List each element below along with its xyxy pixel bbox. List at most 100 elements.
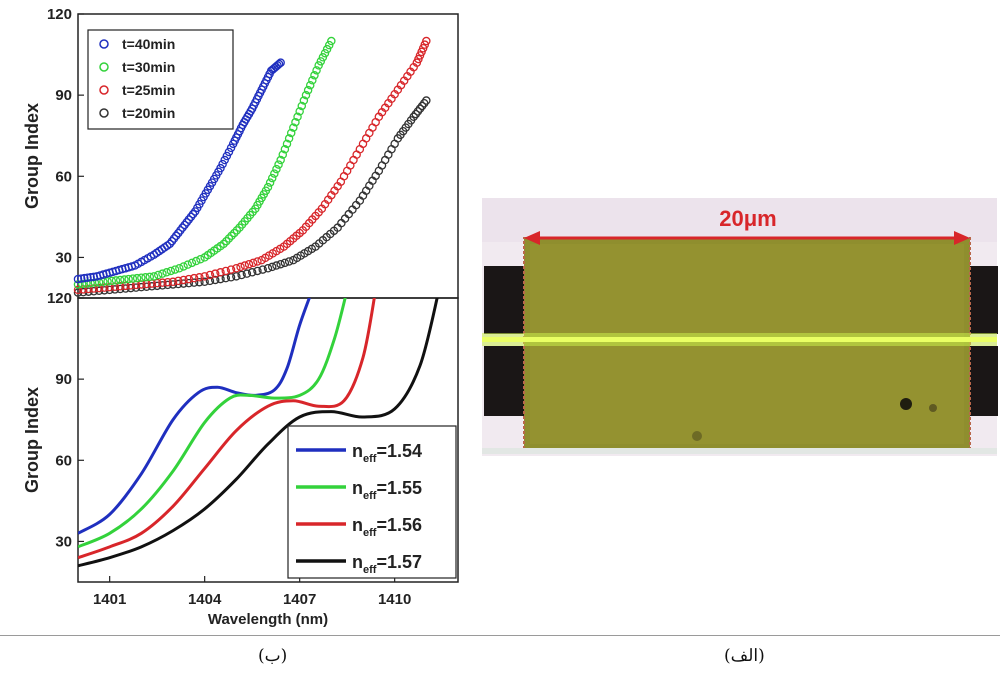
- scatter-point: [184, 274, 194, 284]
- caption-divider: [0, 635, 1000, 636]
- scale-arrowhead-left: [524, 231, 540, 245]
- x-tick-label: 1407: [283, 591, 316, 608]
- scatter-point: [83, 273, 92, 282]
- scatter-point: [291, 117, 300, 127]
- scatter-point: [312, 66, 321, 75]
- scatter-point: [224, 147, 234, 157]
- scatter-point: [174, 276, 183, 286]
- scatter-point: [191, 256, 201, 266]
- scatter-point: [253, 257, 262, 266]
- x-tick-label: 1404: [188, 591, 222, 608]
- scatter-point: [216, 268, 225, 277]
- scatter-point: [179, 262, 188, 271]
- scatter-point: [244, 259, 254, 269]
- scatter-point: [158, 278, 167, 287]
- scatter-point: [303, 85, 313, 95]
- scatter-point: [187, 258, 197, 268]
- scatter-point: [195, 273, 204, 282]
- legend-label: t=25min: [122, 82, 175, 98]
- x-tick-label: 1410: [378, 591, 411, 608]
- scatter-point: [168, 277, 178, 287]
- bottom-plot-frame: [77, 297, 459, 583]
- scatter-point: [293, 112, 302, 122]
- scatter-point: [220, 155, 229, 165]
- scatter-point: [318, 53, 328, 62]
- waveguide-micrograph: 20μm: [482, 198, 998, 456]
- scatter-point: [162, 268, 171, 277]
- scatter-point: [73, 285, 83, 295]
- scatter-point: [229, 228, 239, 238]
- left-dark-region-top: [484, 266, 528, 334]
- scatter-point: [73, 274, 83, 284]
- line-series: [78, 298, 311, 535]
- scatter-point: [276, 259, 285, 269]
- scatter-point: [286, 128, 296, 138]
- scatter-point: [189, 273, 199, 283]
- scatter-point: [158, 269, 167, 278]
- legend-label: neff=1.57: [352, 552, 422, 576]
- scatter-point: [205, 270, 215, 280]
- scatter-point: [278, 150, 288, 159]
- scatter-point: [267, 262, 277, 272]
- scatter-point: [219, 239, 228, 249]
- scatter-point: [222, 151, 232, 161]
- legend-marker: [99, 85, 109, 95]
- scatter-point: [205, 276, 215, 286]
- top-legend-box: [87, 29, 234, 130]
- scatter-point: [222, 236, 231, 246]
- scatter-point: [272, 261, 281, 270]
- scatter-point: [82, 279, 91, 288]
- scatter-point: [107, 276, 117, 286]
- legend-label: neff=1.56: [352, 515, 422, 539]
- scatter-point: [226, 265, 236, 274]
- scatter-point: [242, 269, 252, 278]
- scatter-point: [218, 159, 227, 169]
- scatter-point: [240, 261, 250, 270]
- scatter-point: [280, 258, 290, 268]
- scatter-point: [263, 182, 273, 192]
- scatter-point: [422, 36, 431, 46]
- legend-marker: [99, 108, 109, 118]
- top-y-tick-label: 60: [55, 168, 72, 185]
- scatter-point: [301, 90, 311, 100]
- scatter-point: [166, 266, 176, 276]
- legend-label: neff=1.55: [352, 478, 422, 502]
- scatter-point: [267, 173, 277, 183]
- scatter-point: [77, 279, 87, 289]
- legend-label: t=20min: [122, 105, 175, 121]
- scatter-point: [276, 58, 285, 67]
- scatter-point: [263, 263, 273, 273]
- scatter-point: [320, 48, 330, 58]
- x-axis-label: Wavelength (nm): [208, 611, 328, 628]
- scatter-point: [274, 59, 284, 69]
- top-y-ticks: 30 60 90 120: [47, 6, 84, 266]
- defect-dot: [900, 398, 912, 410]
- top-y-axis-label: Group Index: [22, 103, 42, 209]
- right-dark-region-bottom: [966, 346, 998, 416]
- group-index-line-panel: Group Index Wavelength (nm) 30 60 90 120 140…: [22, 290, 459, 628]
- scatter-point: [115, 275, 125, 285]
- scatter-point: [232, 226, 242, 235]
- scatter-point: [149, 272, 159, 281]
- scatter-point: [132, 273, 142, 283]
- scatter-point: [310, 71, 319, 80]
- legend-label: neff=1.54: [352, 441, 422, 465]
- bottom-y-tick-label: 60: [55, 452, 72, 469]
- scatter-point: [316, 57, 326, 66]
- bottom-y-tick-label: 90: [55, 371, 72, 388]
- scatter-point: [305, 80, 315, 90]
- scale-arrowhead-right: [954, 231, 970, 245]
- bottom-y-axis-label: Group Index: [22, 387, 42, 493]
- scatter-point: [137, 273, 146, 282]
- top-y-tick-label: 90: [55, 87, 72, 104]
- scatter-point: [226, 143, 236, 153]
- scatter-point: [94, 283, 104, 293]
- group-index-scatter-panel: Group Index 30 60 90 120 t=40min t=30min t=25…: [22, 6, 459, 299]
- bottom-y-tick-label: 120: [47, 290, 72, 307]
- x-tick-label: 1401: [93, 591, 126, 608]
- right-dark-region-top: [966, 266, 998, 334]
- defect-dot: [929, 404, 937, 412]
- scatter-point: [210, 269, 220, 278]
- scatter-point: [270, 169, 279, 178]
